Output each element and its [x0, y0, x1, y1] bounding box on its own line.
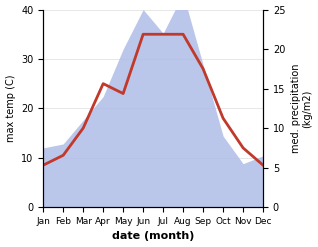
X-axis label: date (month): date (month)	[112, 231, 194, 242]
Y-axis label: med. precipitation
(kg/m2): med. precipitation (kg/m2)	[291, 64, 313, 153]
Y-axis label: max temp (C): max temp (C)	[5, 75, 16, 142]
